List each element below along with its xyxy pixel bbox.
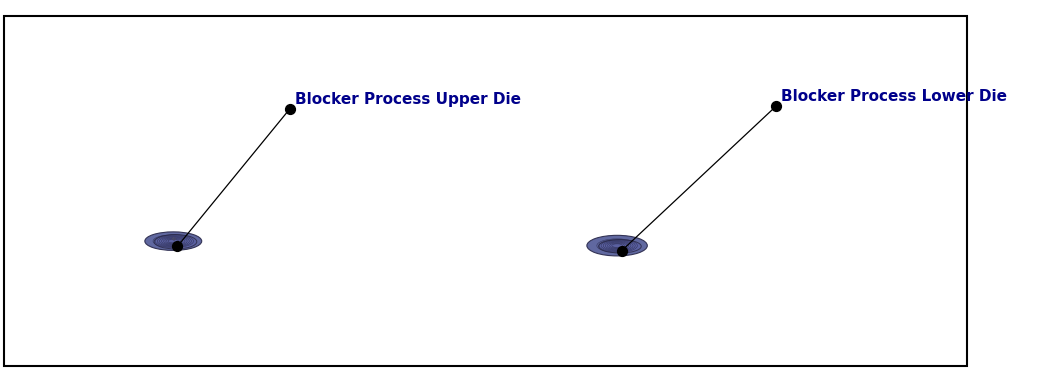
Text: Blocker Process Upper Die: Blocker Process Upper Die xyxy=(295,92,521,107)
Ellipse shape xyxy=(599,240,641,253)
Polygon shape xyxy=(611,243,625,251)
Ellipse shape xyxy=(155,235,197,249)
Point xyxy=(281,106,298,112)
Polygon shape xyxy=(168,238,180,245)
Polygon shape xyxy=(623,248,625,249)
Polygon shape xyxy=(620,245,623,247)
Point xyxy=(169,243,186,249)
Ellipse shape xyxy=(145,232,201,250)
Polygon shape xyxy=(168,238,173,243)
Text: Blocker Process Lower Die: Blocker Process Lower Die xyxy=(781,89,1007,104)
Polygon shape xyxy=(167,239,181,247)
Polygon shape xyxy=(169,239,179,244)
Polygon shape xyxy=(619,248,625,254)
Polygon shape xyxy=(167,241,169,242)
Point xyxy=(613,248,630,254)
Polygon shape xyxy=(619,246,624,251)
Polygon shape xyxy=(173,239,175,243)
Polygon shape xyxy=(172,238,173,241)
Polygon shape xyxy=(171,239,172,240)
Polygon shape xyxy=(622,246,623,249)
Polygon shape xyxy=(616,243,617,244)
Polygon shape xyxy=(172,238,173,239)
Polygon shape xyxy=(611,243,618,249)
Polygon shape xyxy=(174,243,181,249)
Polygon shape xyxy=(174,242,180,246)
Polygon shape xyxy=(175,246,176,247)
Ellipse shape xyxy=(586,235,648,256)
Polygon shape xyxy=(620,250,621,251)
Polygon shape xyxy=(173,238,175,240)
Polygon shape xyxy=(613,243,623,249)
Polygon shape xyxy=(612,243,618,247)
Polygon shape xyxy=(620,245,622,248)
Polygon shape xyxy=(612,243,624,249)
Polygon shape xyxy=(614,247,617,249)
Polygon shape xyxy=(167,239,173,245)
Point xyxy=(768,103,785,109)
Polygon shape xyxy=(172,238,175,240)
Polygon shape xyxy=(172,238,175,239)
